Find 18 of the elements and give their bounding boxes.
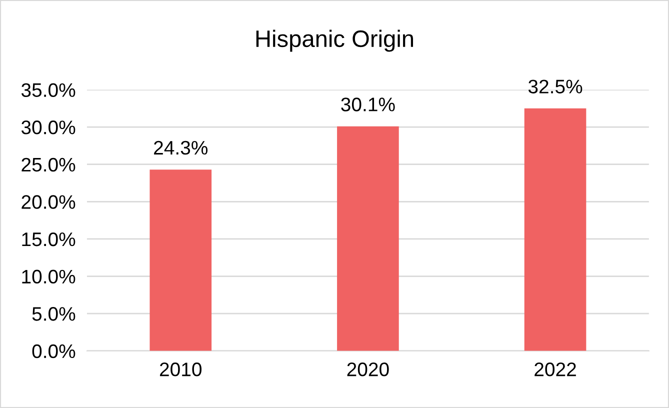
x-tick-label: 2022	[534, 362, 576, 376]
chart-title: Hispanic Origin	[256, 30, 414, 52]
y-tick-label: 15.0%	[22, 232, 76, 246]
y-tick-label: 10.0%	[22, 270, 76, 284]
y-tick-label: 30.0%	[21, 120, 76, 134]
y-tick-label: 25.0%	[22, 158, 76, 172]
data-label: 24.3%	[154, 140, 208, 155]
bar	[150, 170, 212, 351]
x-tick-label: 2020	[347, 362, 389, 376]
bar	[337, 126, 399, 351]
bar	[524, 108, 586, 351]
x-tick-label: 2010	[160, 362, 202, 376]
data-label: 30.1%	[341, 98, 395, 112]
y-tick-label: 35.0%	[21, 83, 76, 97]
y-tick-label: 0.0%	[32, 344, 76, 358]
data-label: 32.5%	[528, 80, 582, 94]
y-tick-label: 20.0%	[22, 195, 76, 209]
y-tick-label: 5.0%	[32, 307, 76, 321]
